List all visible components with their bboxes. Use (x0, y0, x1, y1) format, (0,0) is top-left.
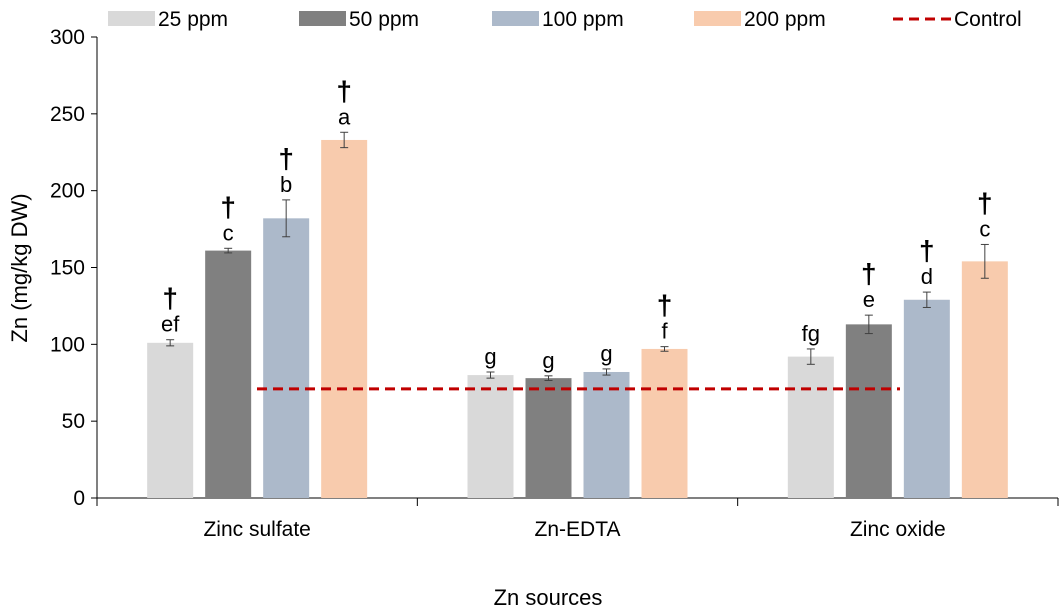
significance-letter: c (979, 216, 990, 241)
y-tick-label: 150 (50, 257, 85, 280)
annotations: ef†c†b†a†g g gf†fge† d†c† (161, 75, 993, 391)
bar (467, 375, 514, 498)
legend-swatch (492, 11, 539, 26)
dagger-marker: † (977, 187, 993, 218)
legend-label: 200 ppm (744, 8, 826, 31)
y-tick-label: 0 (73, 487, 85, 510)
bar (583, 371, 630, 498)
significance-letter: f (661, 319, 668, 344)
significance-letter: e (863, 287, 875, 312)
dagger-marker: † (278, 143, 294, 174)
significance-letter: g (484, 344, 496, 369)
dagger-marker: † (657, 290, 673, 321)
bar (525, 378, 572, 498)
bar (147, 342, 194, 498)
legend-label: 50 ppm (349, 8, 419, 31)
bar (787, 356, 834, 498)
y-tick-label: 100 (50, 333, 85, 356)
category-label: Zinc sulfate (203, 518, 310, 541)
bar (321, 139, 368, 498)
significance-letter: d (921, 264, 933, 289)
significance-letter: g (600, 341, 612, 366)
bar (205, 250, 252, 498)
bar (903, 299, 950, 498)
significance-letter: ef (161, 312, 180, 337)
y-axis-title: Zn (mg/kg DW) (7, 193, 32, 342)
dagger-marker: † (220, 191, 236, 222)
legend: 25 ppm 50 ppm 100 ppm 200 ppm Control (108, 8, 1022, 31)
category-label: Zn-EDTA (535, 518, 621, 541)
significance-letter: fg (802, 321, 820, 346)
category-label: Zinc oxide (850, 518, 946, 541)
legend-swatch (299, 11, 346, 26)
bars (147, 131, 1008, 498)
bar (641, 348, 688, 498)
bar (263, 218, 310, 498)
significance-letter: a (338, 104, 351, 129)
legend-swatch (694, 11, 741, 26)
significance-letter: c (223, 220, 234, 245)
legend-swatch (108, 11, 155, 26)
axes: 0 50 100 150 200 250 300 Zinc sulfate Zn-EDTA Zin… (50, 26, 1059, 541)
y-tick-label: 50 (62, 410, 85, 433)
dagger-marker: † (919, 235, 935, 266)
dagger-marker: † (861, 258, 877, 289)
y-tick-label: 200 (50, 180, 85, 203)
bar (845, 324, 892, 498)
y-tick-label: 250 (50, 103, 85, 126)
significance-letter: g (542, 348, 554, 373)
legend-label: Control (954, 8, 1022, 31)
y-tick-label: 300 (50, 26, 85, 49)
significance-letter: b (280, 172, 292, 197)
bar (961, 261, 1008, 498)
dagger-marker: † (336, 75, 352, 106)
legend-label: 25 ppm (158, 8, 228, 31)
legend-label: 100 ppm (542, 8, 624, 31)
x-axis-title: Zn sources (494, 585, 603, 608)
dagger-marker: † (162, 283, 178, 314)
